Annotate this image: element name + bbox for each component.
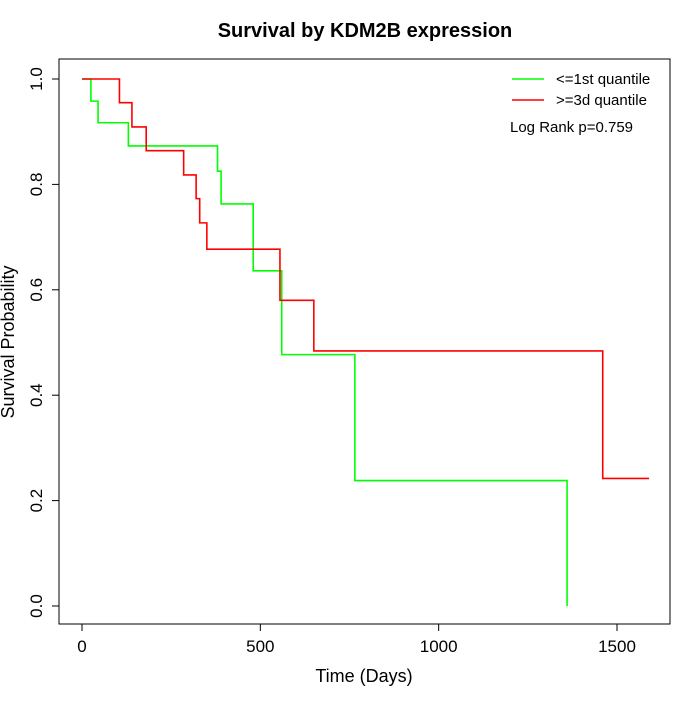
logrank-annotation: Log Rank p=0.759 [510,119,633,136]
y-axis-title: Survival Probability [0,265,18,418]
x-tick-label: 1000 [420,637,458,656]
y-tick-label: 0.0 [27,594,46,618]
y-tick-label: 1.0 [27,67,46,91]
y-tick-label: 0.8 [27,173,46,197]
plot-frame [58,58,671,625]
x-tick-label: 1500 [598,637,636,656]
x-axis: 0 500 1000 1500 [77,623,636,656]
legend: <=1st quantile >=3d quantile [512,71,650,109]
y-axis: 0.0 0.2 0.4 0.6 0.8 1.0 [27,67,60,618]
x-tick-label: 0 [77,637,86,656]
x-tick-label: 500 [246,637,274,656]
survival-line-series-1 [82,78,568,606]
legend-label: <=1st quantile [556,71,650,88]
y-tick-label: 0.2 [27,489,46,513]
x-axis-title: Time (Days) [315,666,412,686]
legend-label: >=3d quantile [556,92,647,109]
y-tick-label: 0.6 [27,278,46,302]
y-tick-label: 0.4 [27,383,46,407]
chart-title: Survival by KDM2B expression [218,20,513,42]
series-layer [82,78,650,606]
survival-line-series-2 [82,78,650,480]
